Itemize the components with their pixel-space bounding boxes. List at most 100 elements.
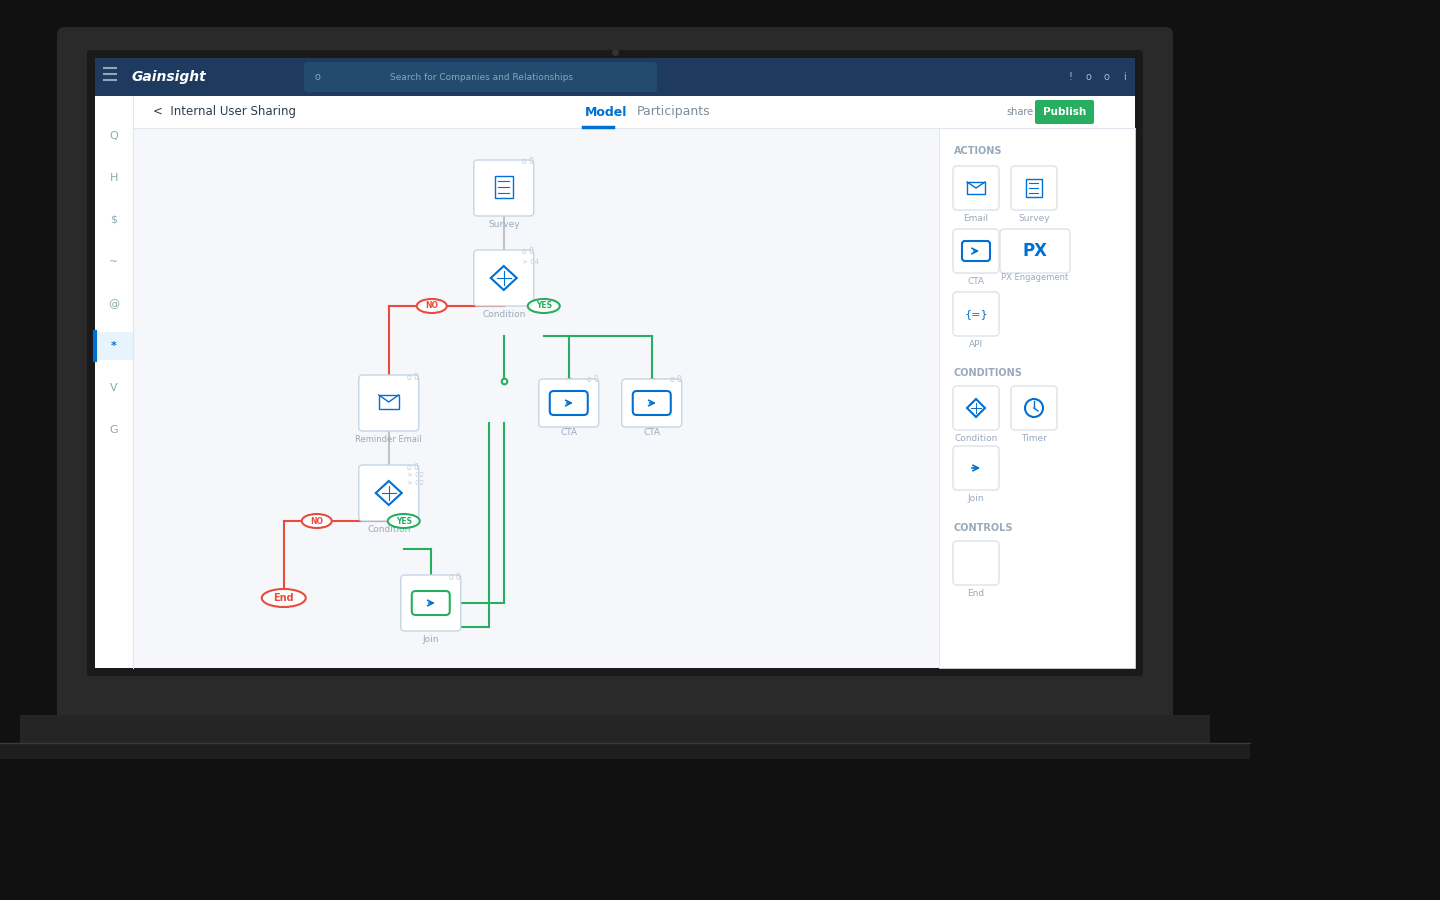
FancyBboxPatch shape (632, 391, 671, 415)
Bar (132, 128, 939, 668)
FancyBboxPatch shape (474, 250, 534, 306)
Bar (50, 749, 1189, 761)
Text: > 02: > 02 (406, 472, 423, 478)
Text: o 0: o 0 (521, 158, 534, 166)
Bar (1025, 179, 1043, 197)
Text: CTA: CTA (560, 428, 577, 437)
Polygon shape (968, 399, 985, 417)
FancyBboxPatch shape (1011, 386, 1057, 430)
Text: o 0: o 0 (449, 572, 461, 581)
FancyBboxPatch shape (539, 379, 599, 427)
FancyBboxPatch shape (953, 541, 999, 585)
Text: o 0: o 0 (406, 463, 419, 472)
Text: NO: NO (425, 302, 438, 310)
Text: H: H (109, 173, 118, 183)
Text: o: o (1103, 72, 1109, 82)
FancyBboxPatch shape (359, 375, 419, 431)
FancyBboxPatch shape (953, 446, 999, 490)
Bar (95, 332, 132, 360)
Polygon shape (491, 266, 517, 290)
Text: CONDITIONS: CONDITIONS (953, 368, 1022, 378)
Bar (48, 747, 1192, 759)
Text: <  Internal User Sharing: < Internal User Sharing (153, 105, 297, 119)
FancyBboxPatch shape (359, 465, 419, 521)
Circle shape (1025, 399, 1043, 417)
Text: Email: Email (963, 214, 989, 223)
FancyBboxPatch shape (1011, 166, 1057, 210)
FancyBboxPatch shape (953, 229, 999, 273)
Bar (42, 743, 1198, 755)
Text: o 0: o 0 (521, 248, 534, 256)
FancyBboxPatch shape (304, 62, 657, 92)
Text: > 04: > 04 (521, 259, 539, 265)
Text: !: ! (1068, 72, 1071, 82)
Ellipse shape (387, 514, 420, 528)
Text: Condition: Condition (955, 434, 998, 443)
Text: *: * (111, 341, 117, 351)
FancyBboxPatch shape (962, 241, 991, 261)
Text: Survey: Survey (488, 220, 520, 229)
Text: @: @ (108, 299, 120, 309)
Text: Reminder Email: Reminder Email (356, 435, 422, 444)
Text: {=}: {=} (965, 309, 988, 319)
Text: ACTIONS: ACTIONS (953, 146, 1002, 156)
Bar (30, 735, 1210, 747)
FancyBboxPatch shape (474, 160, 534, 216)
Bar (33, 737, 1207, 749)
Text: $: $ (111, 215, 118, 225)
Bar (132, 96, 1135, 128)
Text: i: i (1123, 72, 1126, 82)
Text: o 0: o 0 (406, 373, 419, 382)
FancyBboxPatch shape (953, 292, 999, 336)
Text: NO: NO (310, 517, 323, 526)
Text: CTA: CTA (644, 428, 661, 437)
Text: Search for Companies and Relationships: Search for Companies and Relationships (390, 73, 573, 82)
Text: Publish: Publish (1044, 107, 1087, 117)
Bar (968, 182, 985, 194)
FancyBboxPatch shape (412, 591, 449, 615)
Text: o 0: o 0 (670, 374, 681, 383)
Bar (95, 96, 132, 668)
Text: Survey: Survey (1018, 214, 1050, 223)
Bar (36, 739, 1204, 751)
Text: share: share (1007, 107, 1034, 117)
FancyBboxPatch shape (550, 391, 588, 415)
Text: Q: Q (109, 131, 118, 141)
Text: Timer: Timer (1021, 434, 1047, 443)
Text: API: API (969, 340, 984, 349)
Text: YES: YES (536, 302, 552, 310)
FancyBboxPatch shape (58, 27, 1174, 723)
FancyBboxPatch shape (953, 166, 999, 210)
Polygon shape (376, 481, 402, 505)
Text: Join: Join (968, 494, 985, 503)
Ellipse shape (527, 299, 560, 313)
Bar (495, 176, 513, 198)
Text: Participants: Participants (636, 105, 710, 119)
FancyBboxPatch shape (86, 50, 1143, 676)
Text: PX: PX (1022, 242, 1047, 260)
Bar (939, 128, 1135, 668)
Text: V: V (111, 383, 118, 393)
Text: PX Engagement: PX Engagement (1001, 273, 1068, 282)
Bar (95, 58, 1135, 96)
Text: End: End (968, 589, 985, 598)
Bar (20, 715, 1210, 743)
FancyBboxPatch shape (622, 379, 681, 427)
Ellipse shape (416, 299, 446, 313)
Text: Join: Join (422, 635, 439, 644)
Text: o: o (314, 72, 320, 82)
Text: Condition: Condition (367, 525, 410, 534)
Text: CTA: CTA (968, 277, 985, 286)
Bar (379, 395, 399, 409)
FancyBboxPatch shape (95, 58, 1135, 668)
FancyBboxPatch shape (1035, 100, 1094, 124)
Text: ~: ~ (109, 257, 118, 267)
Ellipse shape (262, 589, 305, 607)
Text: End: End (274, 593, 294, 603)
Text: Gainsight: Gainsight (132, 70, 207, 84)
Text: G: G (109, 425, 118, 435)
Text: Condition: Condition (482, 310, 526, 319)
Ellipse shape (302, 514, 331, 528)
Bar (39, 741, 1201, 753)
FancyBboxPatch shape (953, 386, 999, 430)
